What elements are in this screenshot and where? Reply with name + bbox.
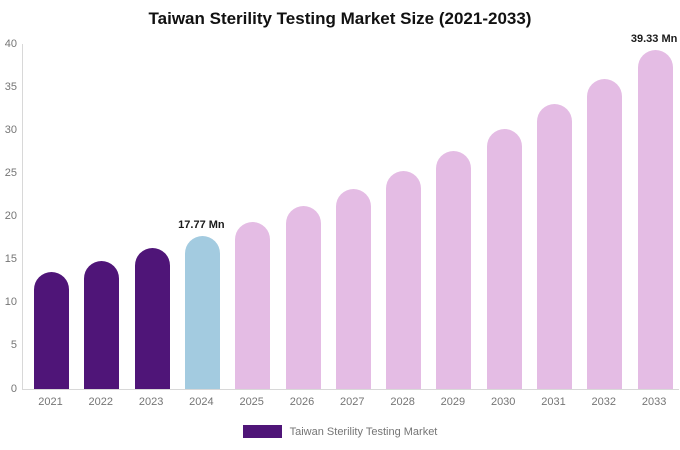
x-tick-2032: 2032 xyxy=(591,396,617,408)
bar-2021 xyxy=(34,271,69,389)
annotation-2024: 17.77 Mn xyxy=(178,218,225,231)
bar-2024 xyxy=(184,235,220,389)
x-tick-2029: 2029 xyxy=(440,396,466,408)
annotation-2033: 39.33 Mn xyxy=(630,32,678,45)
bar-2030 xyxy=(486,128,522,389)
bar-2025 xyxy=(235,221,271,389)
y-tick-15: 15 xyxy=(4,253,17,266)
bar-2031 xyxy=(537,104,572,389)
y-tick-30: 30 xyxy=(4,123,17,136)
bar-2033 xyxy=(637,49,673,389)
bar-2032 xyxy=(587,78,623,389)
x-tick-2031: 2031 xyxy=(541,396,566,408)
bar-2027 xyxy=(335,188,371,389)
bar-2028 xyxy=(386,170,422,389)
x-tick-2033: 2033 xyxy=(641,396,667,408)
y-tick-5: 5 xyxy=(10,339,17,352)
x-tick-2030: 2030 xyxy=(490,396,516,408)
legend: Taiwan Sterility Testing Market xyxy=(0,425,680,438)
x-tick-2028: 2028 xyxy=(390,396,415,408)
legend-label: Taiwan Sterility Testing Market xyxy=(289,425,438,438)
x-tick-2025: 2025 xyxy=(239,396,264,408)
x-tick-2023: 2023 xyxy=(138,396,164,408)
y-tick-40: 40 xyxy=(4,37,17,50)
plot-area xyxy=(22,44,679,390)
y-tick-20: 20 xyxy=(4,210,17,222)
y-tick-0: 0 xyxy=(10,382,17,395)
y-tick-25: 25 xyxy=(4,166,17,179)
x-tick-2024: 2024 xyxy=(189,396,214,408)
bar-2022 xyxy=(84,260,120,389)
x-tick-2027: 2027 xyxy=(340,396,365,408)
y-tick-35: 35 xyxy=(4,80,17,93)
bar-2029 xyxy=(436,150,472,389)
bar-2023 xyxy=(134,248,170,389)
bar-2026 xyxy=(285,206,321,389)
y-tick-10: 10 xyxy=(4,296,17,309)
legend-swatch xyxy=(242,425,282,438)
x-tick-2026: 2026 xyxy=(289,396,315,408)
x-tick-2021: 2021 xyxy=(38,396,63,408)
chart-title: Taiwan Sterility Testing Market Size (20… xyxy=(148,9,532,28)
x-tick-2022: 2022 xyxy=(88,396,114,408)
